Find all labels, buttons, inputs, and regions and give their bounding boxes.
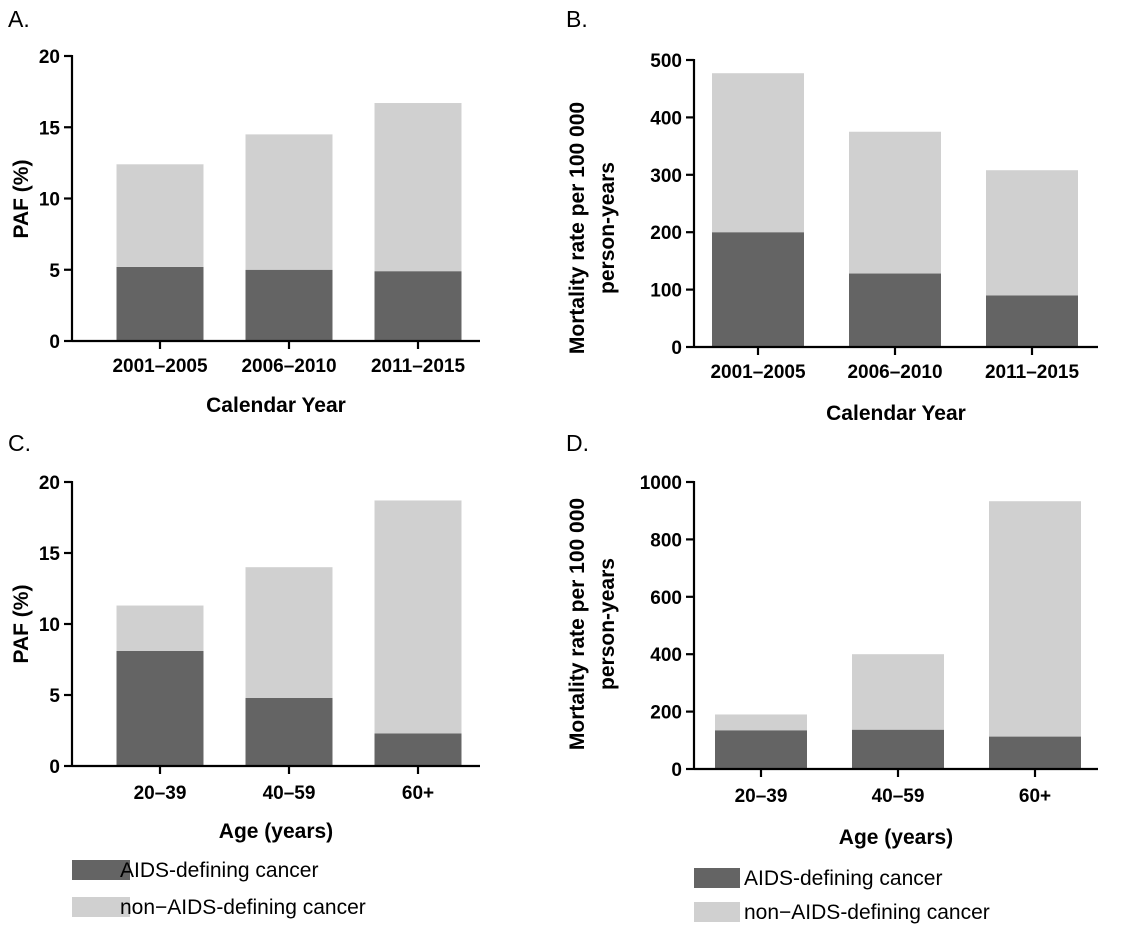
y-axis-title: Mortality rate per 100 000: [566, 498, 589, 750]
bar-non-aids: [852, 654, 944, 730]
bar-aids: [989, 736, 1081, 769]
x-tick-label: 2011–2015: [371, 356, 465, 377]
y-tick-label: 800: [650, 530, 682, 551]
y-tick-label: 5: [49, 261, 60, 282]
legend-swatch-aids: [72, 860, 130, 880]
y-tick-label: 400: [650, 108, 682, 129]
x-axis-title: Calendar Year: [206, 394, 346, 417]
bar-non-aids: [712, 73, 804, 233]
bar-non-aids: [374, 500, 462, 734]
bar-aids: [116, 650, 204, 766]
bar-aids: [245, 269, 333, 341]
x-tick-label: 2001–2005: [112, 356, 208, 377]
bar-aids: [245, 697, 333, 766]
y-tick-label: 10: [39, 615, 60, 636]
y-tick-label: 0: [671, 338, 682, 359]
legend-label: AIDS-defining cancer: [120, 859, 318, 882]
bar-non-aids: [245, 134, 333, 270]
y-axis-title: PAF (%): [10, 160, 33, 239]
x-tick-label: 40–59: [872, 786, 925, 807]
bar-non-aids: [245, 567, 333, 698]
x-tick-label: 20–39: [735, 786, 788, 807]
bar-aids: [849, 273, 941, 347]
y-tick-label: 300: [650, 166, 682, 187]
legend-label: non−AIDS-defining cancer: [744, 901, 990, 924]
legend-label: non−AIDS-defining cancer: [120, 896, 366, 919]
panel-label: D.: [566, 430, 589, 456]
x-axis-title: Age (years): [839, 826, 953, 849]
legend-label: AIDS-defining cancer: [744, 867, 942, 890]
legend: AIDS-defining cancer non−AIDS-defining ca…: [694, 867, 990, 924]
y-tick-label: 0: [49, 332, 60, 353]
bar-aids: [986, 295, 1078, 347]
bar-aids: [715, 730, 807, 769]
bar-non-aids: [849, 131, 941, 274]
chart-panel-3: C. 0 5 10 15 20 20–39 40–59 60+ Age (years) PAF (%…: [8, 430, 480, 843]
y-tick-label: 5: [49, 686, 60, 707]
legend-swatch-non-aids: [694, 902, 740, 922]
legend-swatch-non-aids: [72, 897, 130, 917]
y-tick-label: 100: [650, 281, 682, 302]
bar-non-aids: [715, 714, 807, 731]
y-tick-label: 20: [39, 473, 60, 494]
y-axis-title: PAF (%): [10, 585, 33, 664]
y-tick-label: 0: [671, 760, 682, 781]
x-tick-label: 20–39: [134, 783, 187, 804]
panel-label: B.: [566, 6, 588, 32]
y-tick-label: 500: [650, 51, 682, 72]
x-tick-label: 40–59: [263, 783, 316, 804]
x-axis-title: Calendar Year: [826, 402, 966, 425]
legend: AIDS-defining cancer non−AIDS-defining ca…: [72, 859, 366, 919]
y-axis-title: person-years: [596, 558, 619, 690]
x-tick-label: 2001–2005: [710, 362, 806, 383]
y-tick-label: 20: [39, 47, 60, 68]
y-axis-title: person-years: [596, 162, 619, 294]
bar-aids: [116, 266, 204, 341]
chart-panel-4: D. 0 200 400 600 800 1000 20–39 40–59 60+ Age (yea…: [566, 430, 1098, 849]
x-tick-label: 60+: [1019, 786, 1051, 807]
bar-non-aids: [116, 164, 204, 267]
x-tick-label: 2006–2010: [241, 356, 336, 377]
bar-non-aids: [374, 103, 462, 272]
bar-aids: [852, 729, 944, 769]
y-tick-label: 200: [650, 223, 682, 244]
y-tick-label: 200: [650, 703, 682, 724]
y-tick-label: 600: [650, 588, 682, 609]
y-tick-label: 400: [650, 645, 682, 666]
panel-label: C.: [8, 430, 31, 456]
y-tick-label: 1000: [640, 473, 682, 494]
bar-aids: [712, 232, 804, 347]
x-tick-label: 60+: [402, 783, 434, 804]
bar-aids: [374, 733, 462, 766]
bar-non-aids: [986, 170, 1078, 296]
y-tick-label: 0: [49, 757, 60, 778]
x-tick-label: 2006–2010: [847, 362, 942, 383]
bar-non-aids: [989, 501, 1081, 737]
x-axis-title: Age (years): [219, 820, 333, 843]
y-tick-label: 10: [39, 190, 60, 211]
x-tick-label: 2011–2015: [985, 362, 1079, 383]
panel-label: A.: [8, 6, 30, 32]
chart-panel-1: A. 0 5 10 15 20 2001–2005 2006–2010 2011–2015 Cal…: [8, 6, 480, 417]
y-axis-title: Mortality rate per 100 000: [566, 102, 589, 354]
chart-panel-2: B. 0 100 200 300 400 500 2001–2005 2006–2010 2011…: [566, 6, 1098, 425]
bar-non-aids: [116, 605, 204, 651]
y-tick-label: 15: [39, 118, 61, 139]
y-tick-label: 15: [39, 544, 61, 565]
legend-swatch-aids: [694, 868, 740, 888]
bar-aids: [374, 271, 462, 341]
